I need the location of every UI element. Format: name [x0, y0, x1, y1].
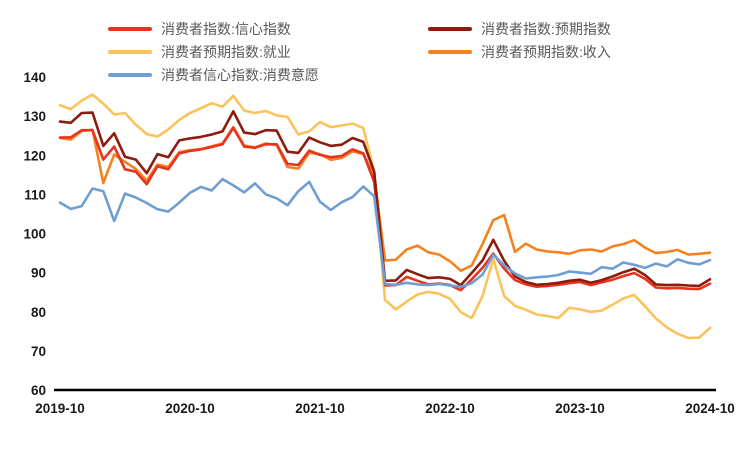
legend-label: 消费者指数:信心指数	[161, 21, 291, 37]
legend-item-employment-expectation: 消费者预期指数:就业	[108, 43, 319, 61]
x-axis-label: 2020-10	[165, 401, 215, 416]
y-axis-label: 90	[31, 266, 46, 281]
legend-label: 消费者信心指数:消费意愿	[161, 67, 319, 83]
x-axis-label: 2021-10	[295, 401, 345, 416]
series-line-4	[58, 177, 712, 289]
y-axis-label: 60	[31, 383, 46, 398]
x-axis-label: 2023-10	[555, 401, 605, 416]
y-axis-label: 140	[23, 70, 46, 85]
legend-label: 消费者指数:预期指数	[481, 21, 611, 37]
legend-column-left: 消费者指数:信心指数 消费者预期指数:就业 消费者信心指数:消费意愿	[108, 20, 319, 89]
x-axis-label: 2019-10	[35, 401, 85, 416]
y-axis-label: 70	[31, 344, 46, 359]
series-line-3	[58, 125, 712, 273]
y-axis-label: 120	[23, 148, 46, 163]
legend-item-income-expectation: 消费者预期指数:收入	[428, 43, 611, 61]
series-line-2	[58, 93, 712, 340]
legend-swatch-employment-expectation	[108, 50, 152, 54]
series-line-0	[58, 126, 712, 292]
legend-label: 消费者预期指数:收入	[481, 44, 611, 60]
y-axis-label: 100	[23, 227, 46, 242]
y-axis-label: 110	[24, 187, 46, 202]
chart-legend: 消费者指数:信心指数 消费者预期指数:就业 消费者信心指数:消费意愿 消费者指数…	[0, 0, 750, 84]
legend-label: 消费者预期指数:就业	[161, 44, 291, 60]
legend-item-consume-willingness: 消费者信心指数:消费意愿	[108, 66, 319, 84]
legend-swatch-consume-willingness	[108, 73, 152, 77]
y-axis-label: 80	[31, 305, 46, 320]
legend-item-confidence-index: 消费者指数:信心指数	[108, 20, 319, 38]
y-axis-label: 130	[23, 109, 46, 124]
legend-swatch-income-expectation	[428, 50, 472, 54]
legend-swatch-expectation-index	[428, 27, 472, 31]
legend-item-expectation-index: 消费者指数:预期指数	[428, 20, 611, 38]
legend-column-right: 消费者指数:预期指数 消费者预期指数:收入	[428, 20, 611, 66]
x-axis-label: 2022-10	[425, 401, 475, 416]
x-axis-label: 2024-10	[685, 401, 735, 416]
legend-swatch-confidence-index	[108, 27, 152, 31]
